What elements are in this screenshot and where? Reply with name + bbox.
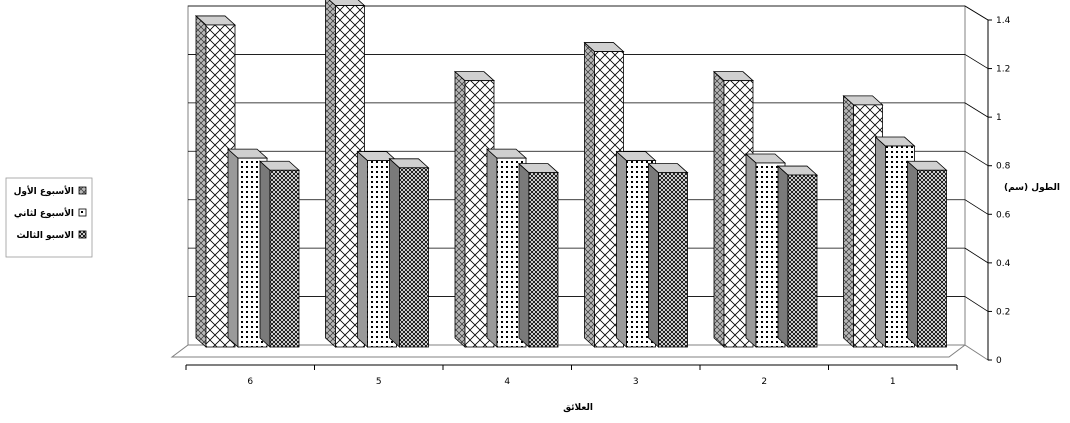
gridlines — [188, 5, 989, 312]
legend: الأسبوع الأول الأسبوع لثاني الاسبو الثالث — [5, 177, 93, 258]
axes — [185, 19, 992, 370]
gridline-side — [964, 150, 989, 167]
gridline-side — [964, 247, 989, 264]
gridline-side — [964, 102, 989, 118]
legend-box — [5, 177, 93, 258]
x-tick-label: 5 — [376, 377, 382, 387]
bar-side-face — [518, 162, 530, 348]
y-tick-label: 1.2 — [996, 65, 1010, 75]
y-tick-label: 0.6 — [996, 210, 1011, 220]
x-tick-label: 2 — [761, 377, 767, 387]
bars — [194, 0, 948, 348]
gridline-side — [964, 199, 989, 215]
bar-side-face — [486, 148, 498, 348]
bar-side-face — [875, 136, 886, 348]
bar-side-face — [389, 157, 400, 348]
bar-side-face — [616, 150, 627, 348]
x-axis-title: العلائق — [563, 403, 593, 413]
x-tick-label: 4 — [504, 377, 510, 387]
gridline-side — [964, 5, 989, 21]
floor — [170, 344, 967, 358]
bar-side-face — [777, 165, 789, 348]
bar — [658, 172, 688, 348]
bar-side-face — [584, 41, 595, 348]
bar-side-face — [454, 70, 466, 348]
bar — [399, 167, 429, 348]
y-axis-title: الطول (سم) — [1004, 183, 1060, 193]
legend-swatch — [78, 230, 87, 239]
bar-side-face — [227, 148, 239, 348]
bar — [528, 172, 559, 348]
y-tick-label: 0.4 — [996, 259, 1011, 269]
y-tick-labels: 0 0.2 0.4 0.6 0.8 1 1.2 1.4 — [996, 16, 1011, 366]
bar-side-face — [195, 15, 207, 348]
bar-side-face — [357, 150, 368, 348]
y-tick-label: 0.2 — [996, 307, 1010, 317]
bar-side-face — [907, 160, 918, 348]
x-tick-labels: 6 5 4 3 2 1 — [247, 377, 895, 387]
legend-swatch — [78, 186, 87, 195]
y-tick-label: 0.8 — [996, 162, 1011, 172]
y-tick-label: 1 — [996, 113, 1002, 123]
y-tick-label: 0 — [996, 356, 1002, 366]
x-tick-label: 1 — [890, 377, 896, 387]
bar — [269, 169, 300, 348]
bar-side-face — [325, 0, 336, 348]
bar — [917, 169, 947, 348]
gridline-side — [964, 296, 989, 312]
side-wall — [964, 5, 989, 361]
gridline-side — [964, 54, 989, 69]
bar — [787, 174, 818, 348]
y-tick-label: 1.4 — [996, 16, 1011, 26]
x-tick-label: 6 — [247, 377, 253, 387]
bar-side-face — [259, 160, 271, 348]
bar-side-face — [648, 162, 659, 348]
x-tick-label: 3 — [633, 377, 639, 387]
bar-side-face — [713, 70, 725, 348]
legend-label: الأسبوع لثاني — [14, 207, 74, 219]
bar-side-face — [843, 94, 854, 348]
legend-label: الأسبوع الأول — [14, 185, 74, 197]
bar-side-face — [745, 153, 757, 348]
legend-label: الاسبو الثالث — [16, 231, 74, 241]
legend-swatch — [78, 208, 87, 217]
